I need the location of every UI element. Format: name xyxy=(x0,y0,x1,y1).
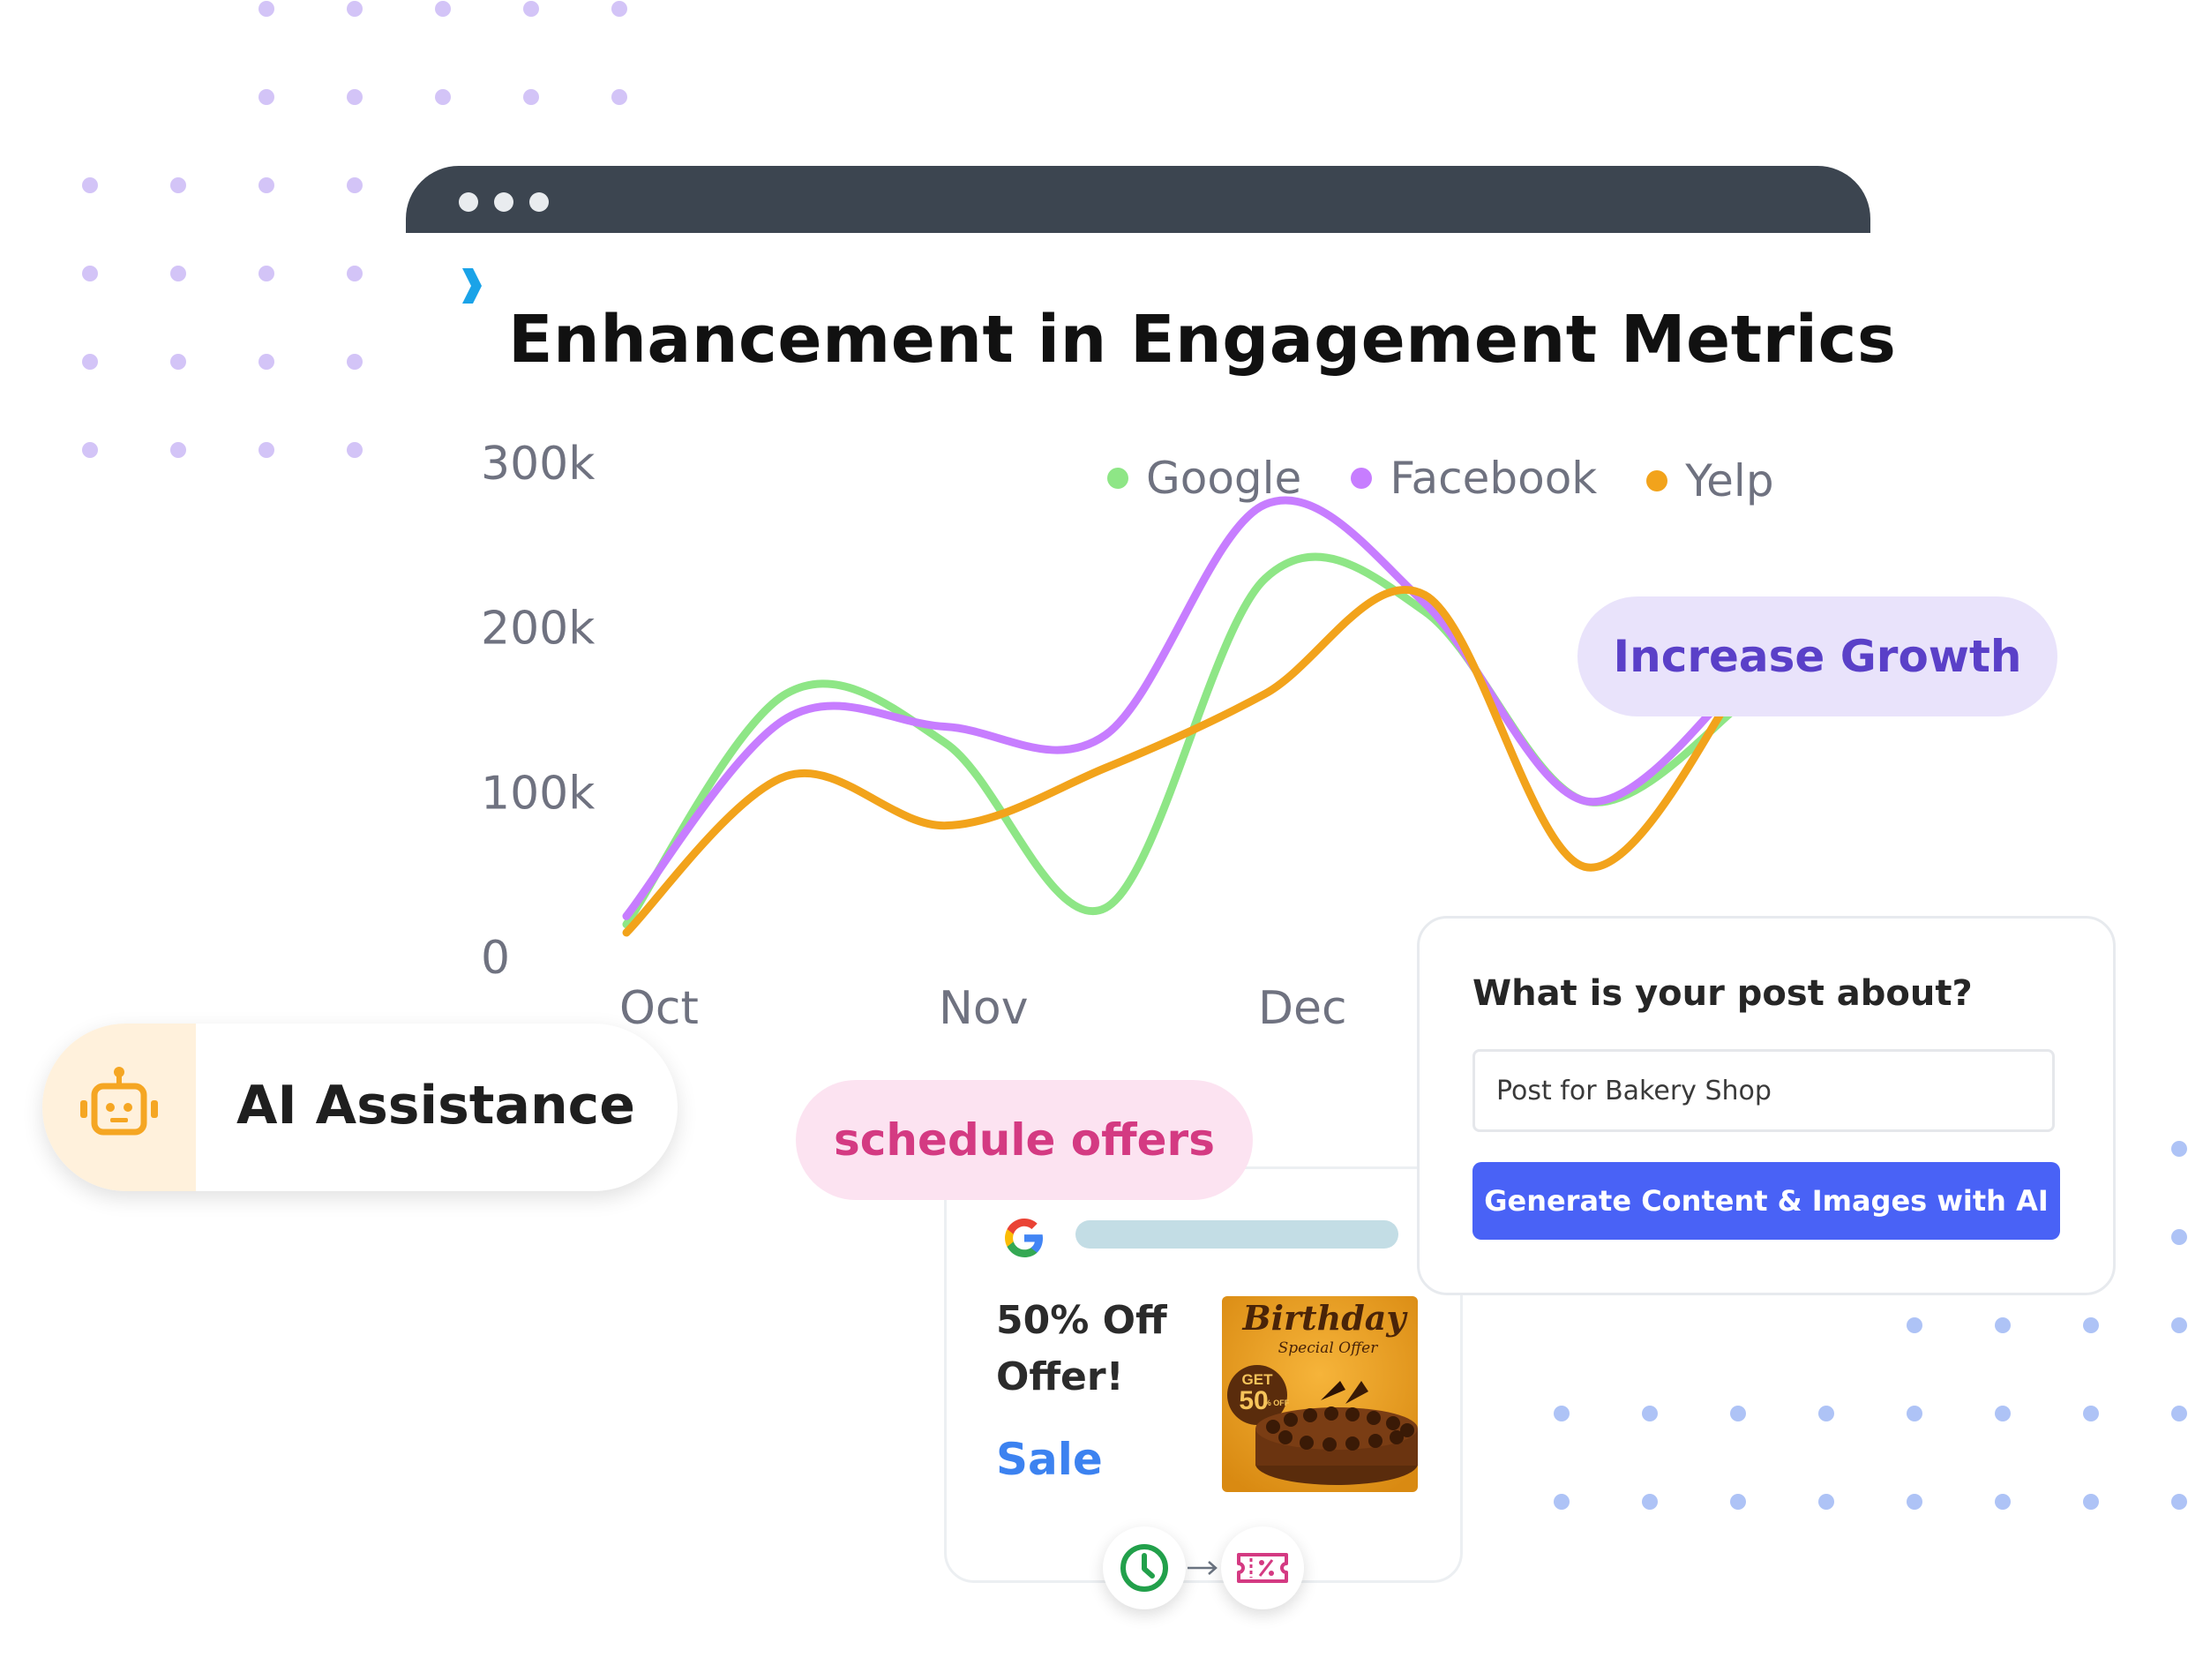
post-topic-question: What is your post about? xyxy=(1472,973,1973,1014)
google-g-icon xyxy=(1005,1219,1043,1257)
x-tick-label: Oct xyxy=(619,982,699,1035)
ad-preview-card: 50% Off Offer! Sale Birthday Special Off… xyxy=(944,1166,1463,1583)
clock-icon xyxy=(1120,1544,1168,1592)
y-tick-label: 300k xyxy=(481,438,595,491)
window-dot-3 xyxy=(529,192,549,212)
window-dot-1 xyxy=(459,192,478,212)
legend-item-google: Google xyxy=(1107,453,1301,504)
window-dot-2 xyxy=(494,192,513,212)
x-tick-label: Nov xyxy=(939,982,1029,1035)
generate-content-button[interactable]: Generate Content & Images with AI xyxy=(1472,1162,2060,1240)
arrow-right-icon xyxy=(1188,1561,1218,1575)
ai-icon-container xyxy=(42,1024,196,1191)
schedule-offers-pill: schedule offers xyxy=(796,1080,1253,1200)
post-topic-input[interactable] xyxy=(1472,1049,2055,1132)
x-axis-ticks: Oct Nov Dec xyxy=(619,982,1347,1035)
series-line-yelp xyxy=(622,585,1749,937)
y-axis-ticks: 0 100k 200k 300k xyxy=(481,438,595,985)
browser-window-titlebar xyxy=(406,166,1870,233)
x-tick-label: Dec xyxy=(1258,982,1347,1035)
legend-swatch-google xyxy=(1107,468,1128,489)
chart-legend: Google Facebook Yelp xyxy=(1107,450,1824,506)
birthday-offer-graphic: Birthday Special Offer GET 50 % OFF xyxy=(1222,1296,1418,1492)
discount-ticket-icon-button[interactable] xyxy=(1221,1526,1304,1609)
ad-image-title: Birthday xyxy=(1241,1298,1408,1338)
increase-growth-pill: Increase Growth xyxy=(1577,596,2057,716)
ad-image-badge-value: 50 xyxy=(1239,1386,1268,1415)
ai-assistance-label: AI Assistance xyxy=(236,1075,635,1136)
y-tick-label: 0 xyxy=(481,932,510,985)
clock-icon-button[interactable] xyxy=(1103,1526,1186,1609)
chart-title: Enhancement in Engagement Metrics xyxy=(508,302,1897,378)
ad-image-subtitle: Special Offer xyxy=(1278,1339,1379,1357)
chevron-right-icon xyxy=(462,268,482,304)
ai-assistance-card[interactable]: AI Assistance xyxy=(42,1024,678,1191)
y-tick-label: 200k xyxy=(481,603,595,656)
birthday-cake-ad-image: Birthday Special Offer GET 50 % OFF xyxy=(1222,1296,1418,1492)
ad-sale-link[interactable]: Sale xyxy=(996,1434,1103,1485)
ad-image-badge-unit: % OFF xyxy=(1264,1399,1290,1407)
post-generator-form: What is your post about? Generate Conten… xyxy=(1417,916,2116,1295)
url-placeholder-bar xyxy=(1075,1220,1398,1249)
ad-offer-text: 50% Off Offer! xyxy=(996,1298,1167,1399)
chart-series xyxy=(622,496,1749,937)
ad-image-badge-top: GET xyxy=(1242,1371,1274,1388)
legend-label-facebook: Facebook xyxy=(1390,453,1598,504)
y-tick-label: 100k xyxy=(481,767,595,820)
legend-item-facebook: Facebook xyxy=(1351,453,1597,504)
legend-label-yelp: Yelp xyxy=(1685,455,1774,506)
series-line-facebook xyxy=(622,496,1749,920)
discount-ticket-icon xyxy=(1237,1553,1288,1583)
legend-label-google: Google xyxy=(1146,453,1302,504)
legend-item-yelp: Yelp xyxy=(1646,455,1774,506)
robot-icon xyxy=(80,1067,158,1136)
legend-swatch-facebook xyxy=(1351,468,1373,489)
legend-swatch-yelp xyxy=(1646,470,1668,491)
